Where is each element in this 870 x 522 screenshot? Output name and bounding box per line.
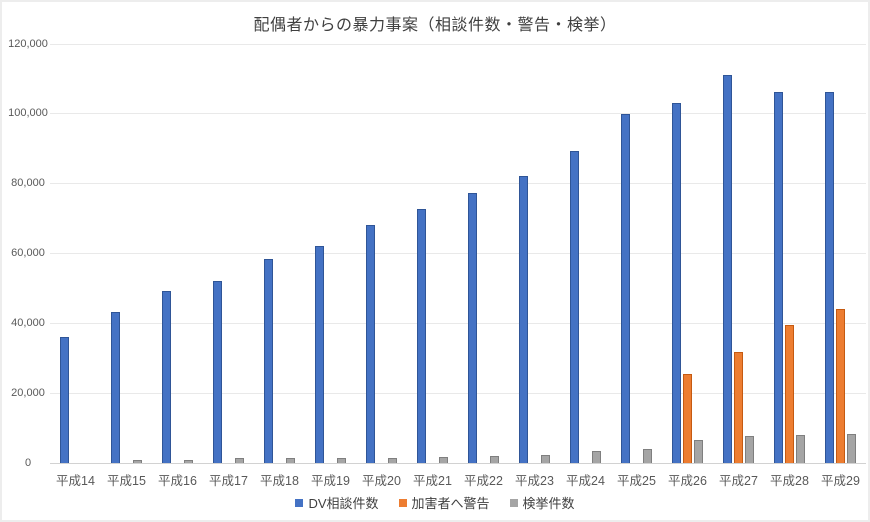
chart-bar — [490, 456, 499, 463]
gridline — [50, 322, 866, 324]
chart-bar — [683, 374, 692, 463]
chart-bar — [519, 176, 528, 463]
chart-bar — [785, 325, 794, 463]
chart-bar — [672, 103, 681, 463]
legend-item: 加害者へ警告 — [398, 493, 490, 512]
chart-bar — [694, 440, 703, 463]
x-axis-label: 平成21 — [413, 474, 452, 488]
chart-bar — [774, 92, 783, 463]
x-axis-label: 平成27 — [719, 474, 758, 488]
chart-bar — [825, 92, 834, 463]
x-axis-label: 平成14 — [56, 474, 95, 488]
chart-bar — [734, 352, 743, 463]
y-axis-label: 80,000 — [11, 177, 45, 190]
chart-bar — [723, 75, 732, 463]
legend-marker-icon — [295, 498, 304, 507]
x-axis-label: 平成20 — [362, 474, 401, 488]
chart-bar — [592, 451, 601, 463]
chart-bar — [643, 449, 652, 463]
x-axis-label: 平成24 — [566, 474, 605, 488]
x-axis-label: 平成15 — [107, 474, 146, 488]
x-axis-label: 平成29 — [821, 474, 860, 488]
chart-bar — [264, 259, 273, 463]
chart-bar — [468, 193, 477, 463]
legend-marker-icon — [398, 498, 407, 507]
y-axis-label: 60,000 — [11, 247, 45, 259]
chart-bar — [417, 209, 426, 463]
gridline — [50, 392, 866, 394]
x-axis-label: 平成18 — [260, 474, 299, 488]
chart-bar — [235, 458, 244, 463]
chart-bar — [337, 458, 346, 463]
chart-bar — [60, 337, 69, 463]
x-axis-label: 平成19 — [311, 474, 350, 488]
gridline — [50, 43, 866, 45]
chart-bar — [388, 458, 397, 463]
x-axis-line — [50, 463, 866, 464]
x-axis-label: 平成23 — [515, 474, 554, 488]
y-axis-label: 20,000 — [11, 386, 45, 399]
chart-bar — [133, 460, 142, 463]
chart-bar — [439, 457, 448, 463]
legend-label: 検挙件数 — [522, 496, 575, 511]
legend-item: 検挙件数 — [509, 493, 575, 512]
legend-label: DV相談件数 — [308, 496, 379, 511]
legend-label: 加害者へ警告 — [411, 496, 490, 511]
chart-bar — [315, 246, 324, 463]
x-axis-label: 平成28 — [770, 474, 809, 488]
chart-bar — [213, 281, 222, 463]
legend: DV相談件数 加害者へ警告 検挙件数 — [2, 493, 868, 512]
legend-marker-icon — [509, 498, 518, 507]
y-axis-label: 40,000 — [11, 316, 45, 329]
chart-bar — [745, 436, 754, 463]
chart-bar — [366, 225, 375, 463]
chart-bar — [184, 460, 193, 463]
chart-title: 配偶者からの暴力事案（相談件数・警告・検挙） — [253, 17, 617, 34]
chart-bar — [111, 312, 120, 463]
gridline — [50, 113, 866, 115]
x-axis-label: 平成22 — [464, 474, 503, 488]
y-axis-label: 100,000 — [8, 107, 48, 120]
x-axis-label: 平成16 — [158, 474, 197, 488]
legend-item: DV相談件数 — [295, 493, 379, 512]
chart-bar — [162, 291, 171, 463]
x-axis-label: 平成17 — [209, 474, 248, 488]
gridline — [50, 253, 866, 254]
chart-bar — [570, 151, 579, 463]
gridline — [50, 183, 866, 185]
y-axis-label: 120,000 — [8, 37, 48, 50]
chart-bar — [541, 455, 550, 463]
chart-bar — [621, 114, 630, 463]
chart-bar — [286, 458, 295, 463]
chart-bar — [836, 309, 845, 463]
x-axis-label: 平成25 — [617, 474, 656, 488]
chart-bar — [796, 435, 805, 463]
y-axis-label: 0 — [24, 456, 32, 469]
x-axis-label: 平成26 — [668, 474, 707, 488]
chart-bar — [847, 434, 856, 463]
